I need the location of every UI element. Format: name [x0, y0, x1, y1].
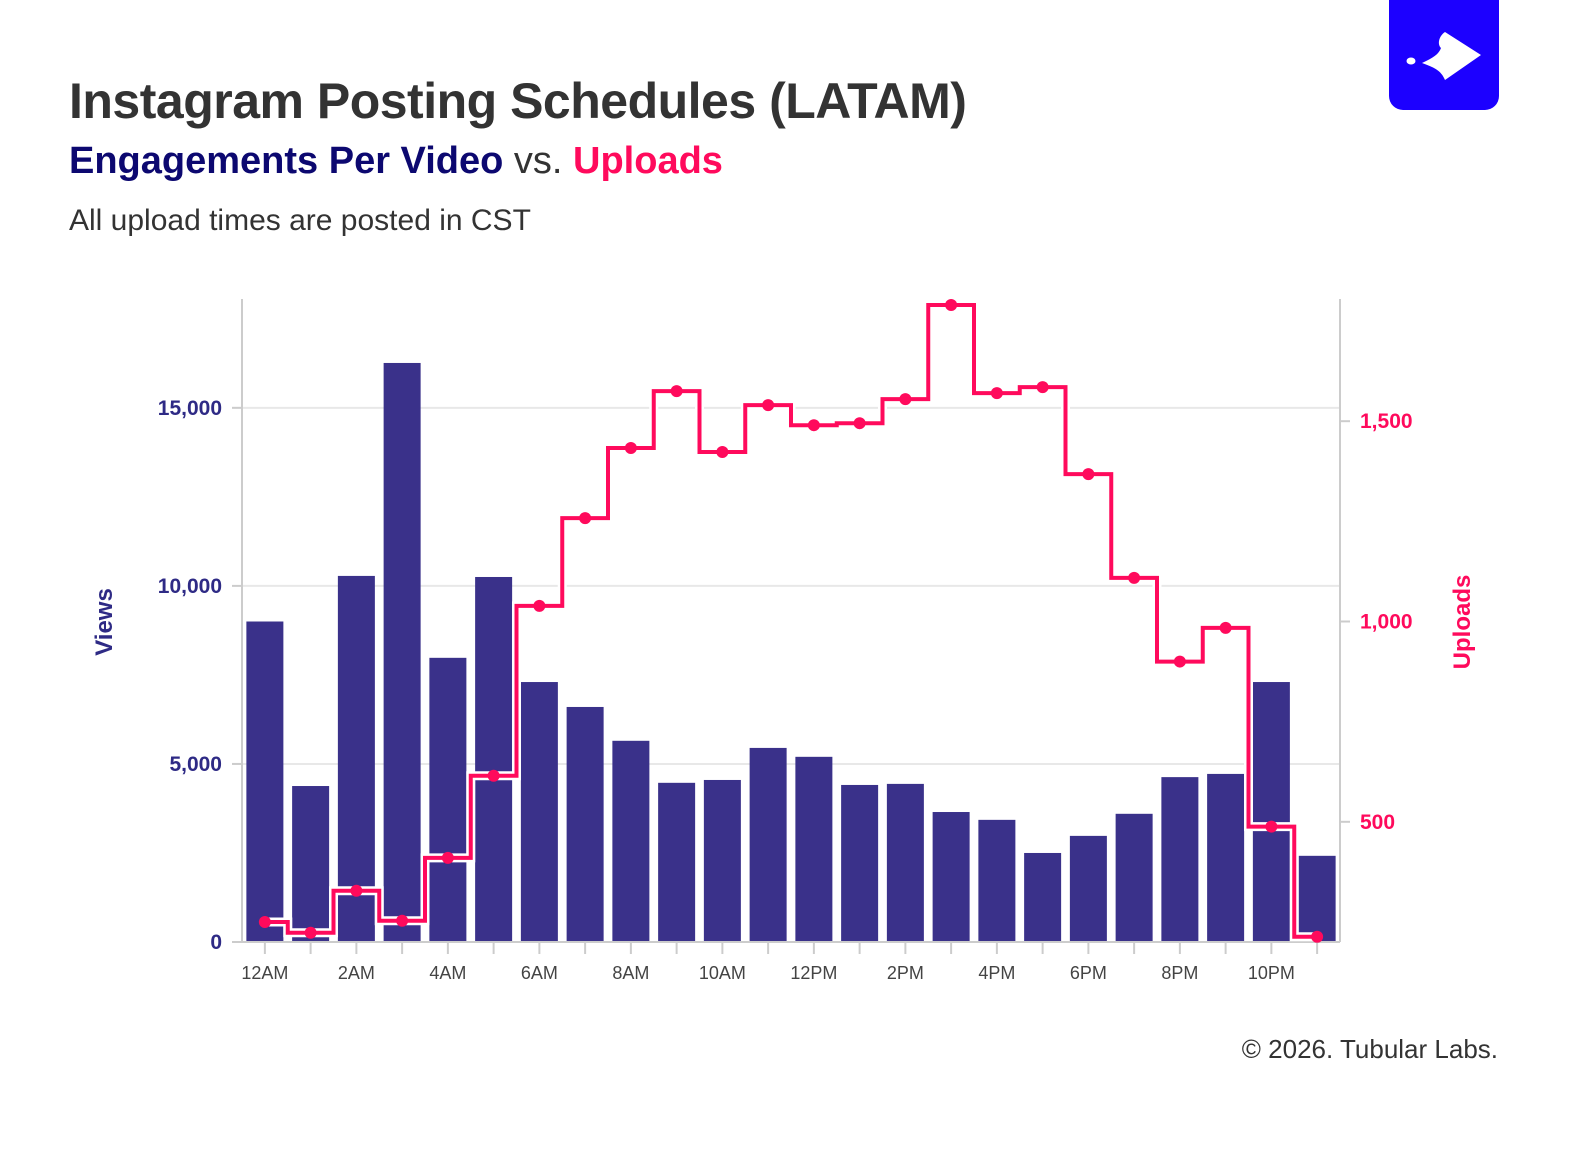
bar-views-8PM: [1161, 777, 1199, 942]
bar-views-8AM: [612, 740, 650, 942]
uploads-point-3AM: [396, 914, 409, 927]
bar-views-11AM: [749, 747, 787, 942]
left-tick-label: 15,000: [158, 397, 222, 420]
uploads-point-3PM: [945, 299, 958, 312]
x-tick-label: 8AM: [612, 963, 649, 983]
bar-views-3PM: [932, 812, 970, 942]
bar-views-9PM: [1207, 773, 1245, 942]
x-tick-label: 6PM: [1070, 963, 1107, 983]
bar-views-4AM: [429, 657, 467, 942]
uploads-point-4PM: [990, 387, 1003, 400]
left-tick-label: 0: [210, 931, 222, 954]
bar-views-12AM: [246, 621, 284, 942]
uploads-point-10AM: [716, 446, 729, 459]
chart-note: All upload times are posted in CST: [69, 204, 531, 237]
left-tick-label: 10,000: [158, 575, 222, 598]
uploads-point-1AM: [304, 926, 317, 939]
subtitle-engagements: Engagements Per Video: [69, 140, 504, 182]
uploads-point-2AM: [350, 884, 363, 897]
uploads-step-line: [264, 303, 1318, 939]
chart-subtitle: Engagements Per Video vs. Uploads: [69, 140, 723, 183]
bar-views-11PM: [1298, 855, 1336, 942]
bar-views-12PM: [795, 756, 833, 942]
bar-views-2AM: [337, 575, 375, 942]
x-tick-label: 4PM: [978, 963, 1015, 983]
right-tick-label: 1,500: [1360, 410, 1413, 433]
copyright: © 2026. Tubular Labs.: [1241, 1034, 1498, 1064]
x-tick-label: 10PM: [1248, 963, 1295, 983]
x-tick-label: 12AM: [241, 963, 288, 983]
uploads-point-6AM: [533, 599, 546, 612]
x-tick-label: 12PM: [790, 963, 837, 983]
x-tick-label: 2AM: [338, 963, 375, 983]
bar-views-9AM: [658, 782, 696, 942]
uploads-point-7AM: [579, 512, 592, 525]
left-axis-label: Views: [91, 588, 118, 656]
uploads-point-6PM: [1082, 468, 1095, 481]
uploads-point-1PM: [853, 417, 866, 430]
x-tick-label: 10AM: [699, 963, 746, 983]
bar-views-1AM: [292, 786, 330, 942]
uploads-point-2PM: [899, 393, 912, 406]
uploads-point-5PM: [1036, 381, 1049, 394]
uploads-line-halo: [264, 300, 1318, 942]
right-axis-label: Uploads: [1449, 575, 1476, 670]
x-tick-label: 8PM: [1161, 963, 1198, 983]
right-tick-label: 500: [1360, 811, 1395, 834]
bar-views-6AM: [520, 682, 558, 942]
uploads-point-8AM: [624, 442, 637, 455]
x-tick-label: 6AM: [521, 963, 558, 983]
subtitle-vs: vs.: [503, 140, 574, 182]
bar-views-7PM: [1115, 813, 1153, 942]
bar-views-7AM: [566, 706, 604, 942]
uploads-point-10PM: [1265, 820, 1278, 833]
uploads-point-12PM: [807, 419, 820, 432]
right-tick-label: 1,000: [1360, 611, 1413, 634]
bar-views-5AM: [475, 576, 513, 942]
chart-title: Instagram Posting Schedules (LATAM): [69, 73, 967, 129]
uploads-point-12AM: [258, 915, 271, 928]
bar-views-2PM: [886, 783, 924, 942]
bar-views-6PM: [1069, 835, 1107, 942]
uploads-point-11PM: [1311, 930, 1324, 943]
subtitle-uploads: Uploads: [573, 140, 723, 182]
bar-views-10AM: [703, 779, 741, 942]
bar-views-4PM: [978, 819, 1016, 942]
uploads-point-5AM: [487, 769, 500, 782]
left-tick-label: 5,000: [169, 753, 222, 776]
uploads-point-9AM: [670, 385, 683, 398]
bar-views-3AM: [383, 362, 421, 942]
bar-views-10PM: [1252, 682, 1290, 942]
bar-views-5PM: [1024, 852, 1062, 942]
bar-views-1PM: [841, 784, 879, 942]
uploads-point-4AM: [441, 851, 454, 864]
uploads-point-7PM: [1128, 571, 1141, 584]
uploads-point-8PM: [1173, 655, 1186, 668]
tubular-labs-logo: [1389, 0, 1499, 110]
x-tick-label: 2PM: [887, 963, 924, 983]
uploads-point-11AM: [762, 399, 775, 412]
x-tick-label: 4AM: [429, 963, 466, 983]
uploads-point-9PM: [1219, 621, 1232, 634]
